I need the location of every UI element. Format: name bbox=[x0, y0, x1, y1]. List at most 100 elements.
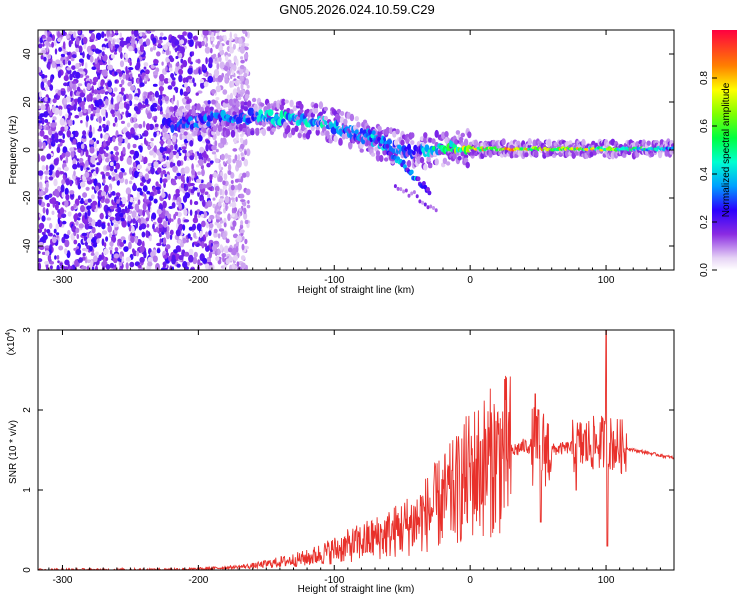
ridge-halo bbox=[318, 101, 324, 110]
noise-blob bbox=[240, 255, 246, 261]
noise-blob bbox=[47, 137, 51, 145]
noise-blob bbox=[60, 126, 66, 132]
noise-blob bbox=[164, 267, 168, 270]
noise-blob bbox=[146, 223, 150, 228]
noise-blob bbox=[44, 250, 50, 256]
ridge-halo bbox=[318, 111, 324, 116]
noise-blob bbox=[158, 153, 163, 162]
colorbar-tick-label: 0.4 bbox=[699, 167, 710, 181]
noise-blob bbox=[96, 232, 102, 239]
noise-blob bbox=[125, 256, 132, 262]
noise-blob bbox=[243, 72, 248, 78]
noise-blob bbox=[87, 107, 92, 114]
y-tick-label: 0 bbox=[22, 567, 33, 573]
noise-blob bbox=[186, 176, 190, 184]
spectrogram-x-label: Height of straight line (km) bbox=[298, 285, 415, 296]
noise-blob bbox=[218, 162, 222, 171]
ridge-halo bbox=[460, 151, 465, 157]
branch-blob bbox=[404, 188, 408, 193]
ridge-halo bbox=[419, 136, 425, 142]
ridge-blob bbox=[267, 109, 274, 117]
noise-blob bbox=[101, 51, 105, 57]
noise-blob bbox=[67, 107, 71, 114]
ridge-halo bbox=[203, 128, 208, 134]
noise-blob bbox=[104, 91, 108, 95]
noise-blob bbox=[207, 75, 214, 83]
noise-blob bbox=[44, 75, 48, 78]
noise-blob bbox=[148, 123, 154, 131]
noise-blob bbox=[178, 255, 184, 261]
noise-blob bbox=[103, 33, 107, 37]
ridge-halo bbox=[240, 101, 245, 106]
ridge-halo bbox=[165, 108, 170, 115]
noise-blob bbox=[162, 155, 166, 159]
ridge-halo bbox=[534, 150, 539, 157]
noise-blob bbox=[96, 219, 102, 228]
noise-blob bbox=[198, 159, 204, 167]
noise-blob bbox=[113, 51, 118, 55]
noise-blob bbox=[45, 181, 49, 189]
noise-blob bbox=[41, 251, 46, 255]
noise-blob bbox=[47, 106, 51, 114]
noise-blob bbox=[150, 47, 153, 52]
branch-blob bbox=[426, 205, 430, 210]
noise-blob bbox=[244, 138, 248, 146]
noise-blob bbox=[38, 222, 45, 230]
noise-blob bbox=[209, 214, 215, 220]
noise-blob bbox=[219, 43, 223, 51]
noise-blob bbox=[77, 217, 81, 221]
noise-blob bbox=[76, 234, 80, 239]
noise-blob bbox=[45, 84, 49, 92]
noise-blob bbox=[146, 112, 152, 119]
noise-blob bbox=[127, 81, 132, 87]
ridge-halo bbox=[444, 131, 449, 138]
noise-blob bbox=[71, 80, 77, 84]
noise-blob bbox=[187, 57, 192, 64]
noise-blob bbox=[175, 188, 180, 195]
noise-blob bbox=[164, 95, 170, 102]
branch-blob bbox=[385, 143, 390, 149]
noise-blob bbox=[85, 75, 90, 79]
noise-blob bbox=[199, 146, 205, 153]
colorbar: 0.0 0.2 0.4 0.6 0.8 Normalized spectral ampl… bbox=[699, 30, 737, 277]
noise-blob bbox=[38, 154, 41, 162]
noise-blob bbox=[128, 67, 134, 71]
noise-blob bbox=[89, 146, 95, 154]
y-tick-label: 0 bbox=[22, 147, 33, 153]
noise-blob bbox=[125, 103, 130, 111]
noise-blob bbox=[44, 260, 50, 265]
noise-blob bbox=[196, 67, 199, 75]
noise-blob bbox=[55, 59, 61, 64]
noise-blob bbox=[41, 73, 46, 79]
noise-blob bbox=[90, 194, 95, 200]
noise-blob bbox=[104, 38, 108, 42]
noise-blob bbox=[116, 179, 121, 186]
noise-blob bbox=[73, 31, 77, 39]
noise-blob bbox=[98, 115, 102, 124]
noise-blob bbox=[242, 201, 247, 207]
ridge-halo bbox=[395, 128, 400, 135]
noise-blob bbox=[160, 88, 163, 96]
noise-blob bbox=[145, 230, 149, 238]
noise-blob bbox=[139, 32, 143, 37]
noise-blob bbox=[154, 123, 159, 128]
noise-blob bbox=[98, 254, 103, 262]
noise-blob bbox=[237, 183, 242, 191]
noise-blob bbox=[146, 30, 151, 34]
noise-blob bbox=[91, 85, 94, 92]
noise-blob bbox=[144, 98, 149, 106]
noise-blob bbox=[105, 111, 108, 119]
ridge-halo bbox=[250, 130, 255, 136]
noise-blob bbox=[46, 217, 52, 221]
noise-blob bbox=[211, 151, 216, 155]
noise-blob bbox=[192, 35, 198, 41]
ridge-halo bbox=[175, 112, 180, 117]
noise-blob bbox=[79, 181, 86, 188]
noise-blob bbox=[59, 118, 65, 126]
noise-blob bbox=[131, 233, 135, 236]
ridge-blob bbox=[206, 121, 211, 127]
noise-blob bbox=[156, 242, 162, 247]
noise-blob bbox=[215, 85, 222, 93]
noise-blob bbox=[232, 64, 237, 72]
